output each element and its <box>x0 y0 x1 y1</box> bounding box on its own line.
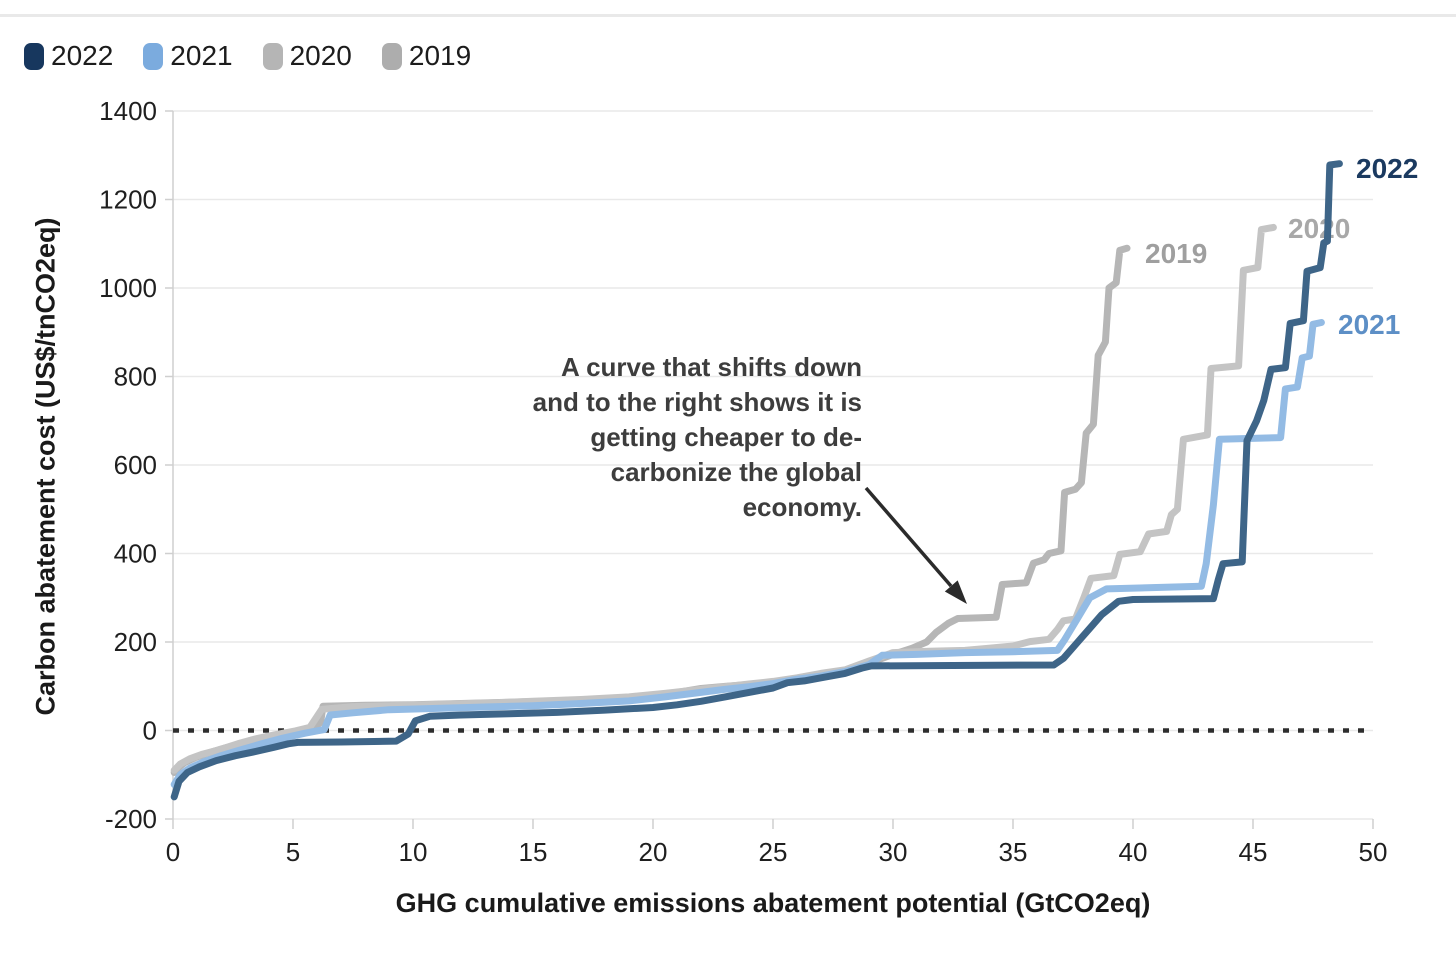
legend-swatch-2021 <box>143 42 164 70</box>
x-tick-label: 25 <box>759 837 788 867</box>
annotation-line: economy. <box>742 492 862 522</box>
x-tick-label: 35 <box>999 837 1028 867</box>
y-tick-label: 600 <box>114 450 157 480</box>
legend-label: 2019 <box>408 40 472 71</box>
legend-item-2019: 2019 <box>381 40 472 72</box>
chart-annotation: A curve that shifts down and to the right… <box>502 350 862 525</box>
legend-item-2021: 2021 <box>143 40 233 72</box>
x-tick-label: 50 <box>1359 837 1388 867</box>
x-tick-label: 0 <box>166 837 180 867</box>
series-line-2022 <box>170 160 1343 801</box>
annotation-line: getting cheaper to de- <box>590 422 862 452</box>
legend-item-2020: 2020 <box>262 40 352 72</box>
legend-label: 2020 <box>289 40 352 71</box>
y-tick-label: 0 <box>143 716 157 746</box>
legend-swatch-2022 <box>24 42 44 70</box>
y-tick-label: 200 <box>114 627 157 657</box>
y-tick-label: -200 <box>105 804 157 834</box>
annotation-line: carbonize the global <box>610 457 862 487</box>
legend-swatch-2020 <box>262 42 283 70</box>
y-tick-label: 800 <box>114 362 157 392</box>
x-tick-label: 15 <box>519 837 548 867</box>
legend: 2022 2021 2020 2019 <box>24 40 471 72</box>
y-axis-title: Carbon abatement cost (US$/tnCO2eq) <box>30 217 61 716</box>
x-tick-label: 45 <box>1239 837 1268 867</box>
legend-item-2022: 2022 <box>24 40 113 72</box>
legend-label: 2022 <box>51 40 114 71</box>
y-tick-label: 400 <box>114 539 157 569</box>
series-label-2022: 2022 <box>1356 153 1418 184</box>
x-axis-title: GHG cumulative emissions abatement poten… <box>395 888 1151 918</box>
annotation-arrow-shaft <box>864 486 953 588</box>
legend-swatch-2019 <box>381 42 402 70</box>
series-label-2021: 2021 <box>1338 309 1400 340</box>
annotation-line: A curve that shifts down <box>561 352 862 382</box>
x-tick-label: 40 <box>1119 837 1148 867</box>
legend-label: 2021 <box>170 40 233 71</box>
x-tick-label: 5 <box>286 837 300 867</box>
annotation-line: and to the right shows it is <box>532 387 862 417</box>
x-tick-label: 30 <box>879 837 908 867</box>
y-tick-label: 1400 <box>99 96 157 126</box>
series-label-2020: 2020 <box>1288 213 1350 244</box>
series-label-2019: 2019 <box>1145 238 1207 269</box>
y-tick-label: 1200 <box>99 185 157 215</box>
x-tick-label: 10 <box>399 837 428 867</box>
y-tick-label: 1000 <box>99 273 157 303</box>
annotation-arrowhead <box>944 580 967 604</box>
top-divider <box>0 14 1456 17</box>
x-tick-label: 20 <box>639 837 668 867</box>
